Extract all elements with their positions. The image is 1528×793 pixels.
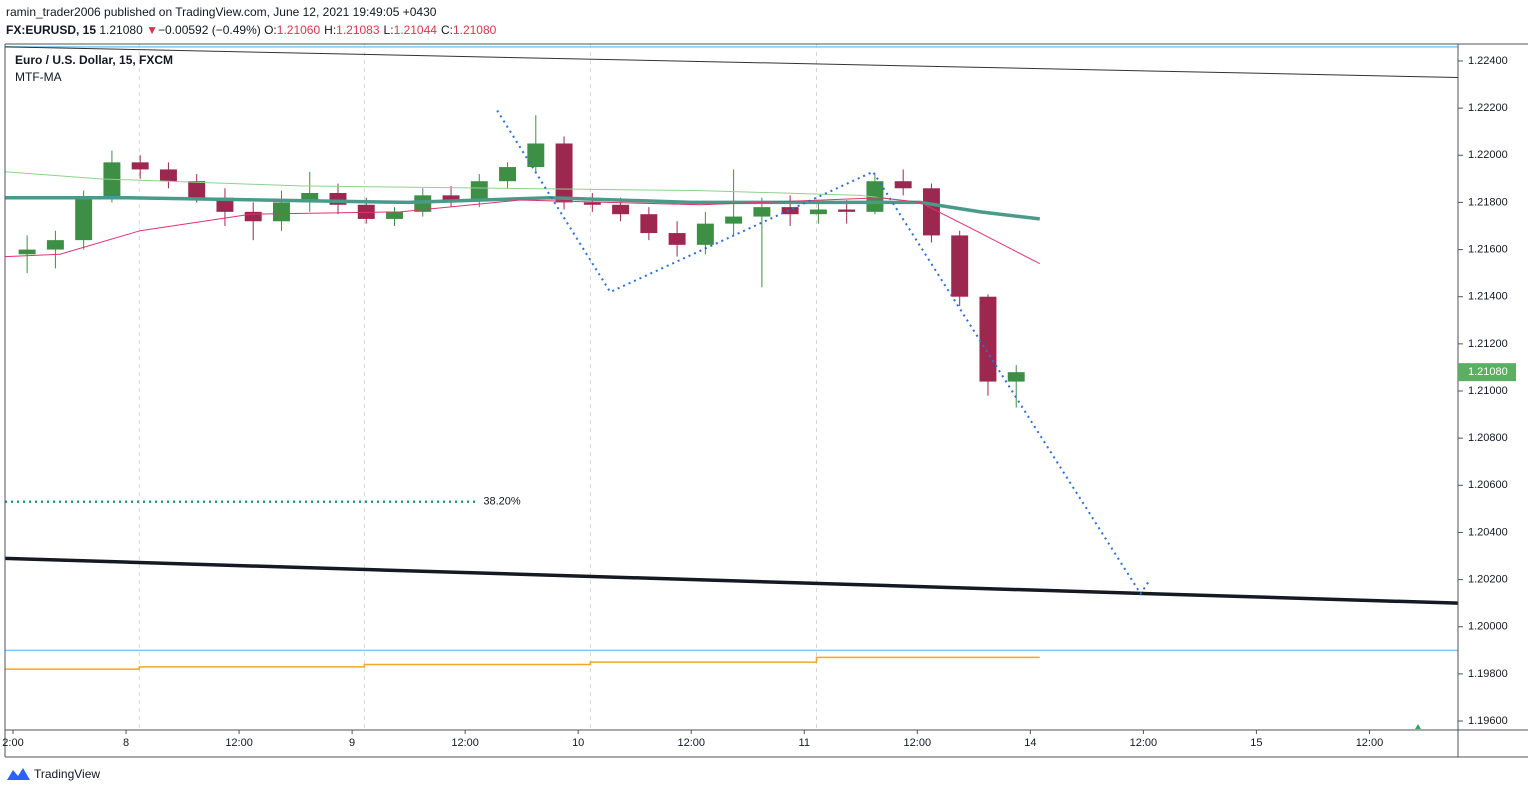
y-tick-label: 1.22400	[1468, 55, 1508, 67]
candle-body	[18, 249, 36, 255]
candle-body	[470, 181, 488, 201]
brand: TradingView	[34, 767, 100, 781]
candle-body	[386, 211, 403, 219]
candle-body	[499, 167, 517, 182]
y-tick-label: 1.21800	[1468, 196, 1508, 208]
candle-body	[103, 162, 121, 198]
change: −0.00592 (−0.49%)	[158, 23, 261, 37]
candle-body	[527, 143, 545, 168]
indicator-name: MTF-MA	[15, 70, 62, 84]
line	[5, 195, 1040, 221]
candle-body	[357, 204, 375, 219]
candle-body	[725, 216, 743, 224]
quote-line: FX:EURUSD, 15 1.21080 ▼−0.00592 (−0.49%)…	[6, 23, 500, 37]
y-tick-label: 1.20000	[1468, 621, 1508, 633]
symbol: FX:EURUSD, 15	[6, 23, 97, 37]
chart-bg	[0, 44, 1528, 757]
x-tick-label: 12:00	[1356, 737, 1384, 749]
y-tick-label: 1.20200	[1468, 574, 1508, 586]
legend-title: Euro / U.S. Dollar, 15, FXCM	[15, 53, 173, 67]
candle-body	[612, 204, 630, 215]
x-tick-label: 8	[123, 737, 129, 749]
y-tick-label: 1.21600	[1468, 243, 1508, 255]
line	[4, 46, 1459, 78]
candle-body	[301, 192, 319, 203]
candle-body	[866, 181, 884, 212]
candle-body	[1007, 372, 1025, 382]
y-tick-label: 1.19800	[1468, 668, 1508, 680]
x-tick-label: 12:00	[677, 737, 705, 749]
ohlc-value: 1.21083	[336, 23, 380, 37]
x-tick-label: 2:00	[2, 737, 23, 749]
candle-body	[781, 207, 799, 215]
last-price-tag	[1458, 363, 1516, 382]
arrow: ▼	[146, 23, 158, 37]
x-tick-label: 12:00	[451, 737, 479, 749]
candle-body	[216, 197, 234, 212]
candle-body	[329, 192, 347, 205]
x-tick-label: 9	[349, 737, 355, 749]
candle-body	[188, 181, 206, 198]
candle-body	[75, 197, 93, 241]
candle-body	[640, 214, 658, 234]
fib-label: 38.20%	[483, 496, 521, 508]
y-tick-label: 1.21000	[1468, 385, 1508, 397]
candle-body	[894, 181, 912, 189]
ohlc-key: L:	[383, 23, 394, 37]
candle-body	[244, 211, 262, 222]
x-tick-label: 12:00	[225, 737, 253, 749]
y-tick-label: 1.20400	[1468, 526, 1508, 538]
candle-body	[46, 240, 64, 250]
line	[496, 109, 1151, 596]
y-tick-label: 1.19600	[1468, 715, 1508, 727]
y-tick-label: 1.22200	[1468, 102, 1508, 114]
candle-body	[555, 143, 573, 203]
ohlc-value: 1.21060	[276, 23, 321, 37]
y-tick-label: 1.22000	[1468, 149, 1508, 161]
line	[5, 197, 1040, 265]
y-tick-label: 1.20600	[1468, 479, 1508, 491]
marker	[1415, 724, 1421, 729]
x-tick-label: 10	[572, 737, 584, 749]
candle-body	[753, 207, 771, 217]
ohlc-key: O:	[264, 23, 277, 37]
ohlc-key: C:	[440, 23, 453, 37]
candle-body	[838, 209, 856, 212]
candle-body	[951, 235, 969, 297]
byline: ramin_trader2006 published on TradingVie…	[6, 5, 437, 19]
candle-body	[668, 233, 686, 245]
ohlc-value: 1.21080	[452, 23, 497, 37]
ohlc-key: H:	[324, 23, 337, 37]
ohlc: O:1.21060 H:1.21083 L:1.21044 C:1.21080	[264, 23, 500, 37]
last: 1.21080	[99, 23, 143, 37]
candle-body	[131, 162, 149, 170]
y-tick-label: 1.21200	[1468, 338, 1508, 350]
y-tick-label: 1.21400	[1468, 291, 1508, 303]
x-tick-label: 11	[799, 737, 810, 749]
y-tick-label: 1.20800	[1468, 432, 1508, 444]
candle-body	[809, 209, 827, 215]
x-tick-label: 14	[1024, 737, 1036, 749]
candle-body	[159, 169, 177, 182]
candle-body	[583, 202, 601, 205]
x-tick-label: 12:00	[1130, 737, 1158, 749]
ohlc-value: 1.21044	[393, 23, 437, 37]
x-tick-label: 12:00	[904, 737, 932, 749]
candle-body	[979, 296, 997, 382]
logo	[7, 768, 30, 780]
candle-body	[922, 188, 940, 236]
x-tick-label: 15	[1250, 737, 1262, 749]
last-price-label: 1.21080	[1468, 366, 1508, 378]
line	[5, 656, 1040, 670]
candle-body	[696, 223, 714, 245]
line	[4, 556, 1459, 605]
candle-body	[272, 202, 290, 222]
candle-body	[442, 195, 460, 201]
